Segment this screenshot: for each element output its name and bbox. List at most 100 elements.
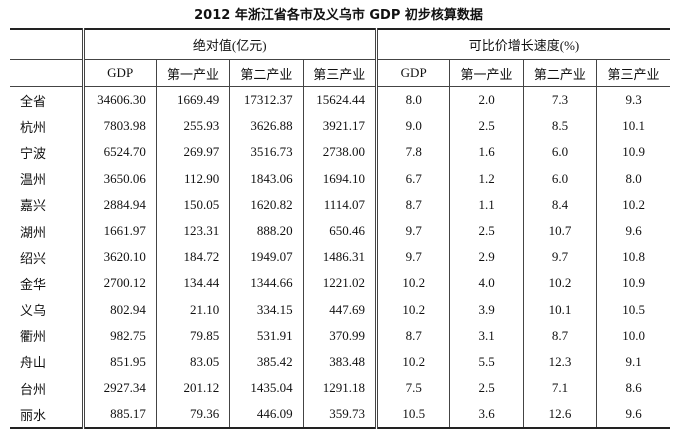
value-cell: 2.5 (449, 113, 524, 140)
value-cell: 10.5 (596, 296, 670, 323)
table-row: 湖州 1661.97 123.31 888.20 650.46 9.7 2.5 10.7 9.6 (10, 217, 670, 245)
value-cell: 10.9 (596, 139, 670, 166)
value-cell: 8.6 (596, 375, 670, 402)
value-cell: 79.36 (155, 401, 230, 429)
value-cell: 1486.31 (302, 244, 377, 271)
region-cell: 嘉兴 (20, 198, 47, 214)
value-cell: 83.05 (155, 348, 230, 376)
value-cell: 9.6 (596, 217, 670, 245)
value-cell: 888.20 (229, 217, 304, 245)
region-cell: 金华 (20, 276, 47, 292)
value-cell: 15624.44 (302, 86, 377, 114)
value-cell: 12.6 (522, 401, 597, 429)
value-cell: 2927.34 (81, 375, 157, 402)
table-head: 绝对值(亿元) 可比价增长速度(%) GDP 第一产业 第二产业 第三产业 GDP 第一产业第… (10, 29, 670, 87)
region-cell: 衢州 (20, 329, 47, 345)
value-cell: 9.7 (374, 217, 450, 245)
value-cell: 9.7 (374, 244, 450, 271)
value-cell: 10.1 (596, 113, 670, 140)
sub-header: 第三产业 (302, 59, 377, 87)
value-cell: 6524.70 (81, 139, 157, 166)
value-cell: 10.2 (522, 270, 597, 297)
sub-header: 第三产业 (596, 59, 670, 87)
value-cell: 446.09 (229, 401, 304, 429)
value-cell: 9.6 (596, 401, 670, 429)
value-cell: 2.9 (449, 244, 524, 271)
region-cell: 丽水 (20, 407, 47, 423)
value-cell: 334.15 (229, 296, 304, 323)
value-cell: 10.1 (522, 296, 597, 323)
region-cell: 舟山 (20, 355, 47, 371)
group-header: 可比价增长速度(%) (375, 29, 670, 60)
value-cell: 802.94 (81, 296, 157, 323)
sub-header: GDP (374, 59, 450, 87)
sub-header: GDP (81, 59, 157, 87)
value-cell: 1.2 (449, 165, 524, 192)
value-cell: 10.7 (522, 217, 597, 245)
region-cell: 台州 (20, 381, 47, 397)
corner-cell (10, 29, 83, 60)
table-row: 全省 34606.30 1669.49 17312.37 15624.44 8.0 2.0 7… (10, 86, 670, 114)
value-cell: 5.5 (449, 348, 524, 376)
value-cell: 9.3 (596, 86, 670, 114)
value-cell: 6.0 (522, 165, 597, 192)
value-cell: 1620.82 (229, 191, 304, 218)
value-cell: 10.0 (596, 322, 670, 349)
corner-cell (10, 59, 83, 87)
value-cell: 9.7 (522, 244, 597, 271)
value-cell: 1669.49 (155, 86, 230, 114)
value-cell: 184.72 (155, 244, 230, 271)
table-row: 丽水 885.17 79.36 446.09 359.73 10.5 3.6 12.6 9.6 (10, 401, 670, 429)
value-cell: 134.44 (155, 270, 230, 297)
value-cell: 2.0 (449, 86, 524, 114)
value-cell: 12.3 (522, 348, 597, 376)
title: 2012 年浙江省各市及义乌市 GDP 初步核算数据 (194, 8, 483, 23)
value-cell: 201.12 (155, 375, 230, 402)
value-cell: 6.0 (522, 139, 597, 166)
value-cell: 8.7 (374, 322, 450, 349)
table-row: 温州 3650.06 112.90 1843.06 1694.10 6.7 1.2 6.0 8.… (10, 165, 670, 192)
value-cell: 3.9 (449, 296, 524, 323)
region-cell: 全省 (20, 93, 47, 109)
group-header-row: 绝对值(亿元) 可比价增长速度(%) (10, 29, 670, 60)
sub-header: 第二产业 (522, 59, 597, 87)
value-cell: 383.48 (302, 348, 377, 376)
value-cell: 1435.04 (229, 375, 304, 402)
sub-header: 第一产业 (155, 59, 230, 87)
value-cell: 8.0 (596, 165, 670, 192)
value-cell: 3921.17 (302, 113, 377, 140)
sub-header: 第二产业 (229, 59, 304, 87)
value-cell: 4.0 (449, 270, 524, 297)
value-cell: 885.17 (81, 401, 157, 429)
value-cell: 3626.88 (229, 113, 304, 140)
table-body: 全省 34606.30 1669.49 17312.37 15624.44 8.0 2.0 7… (10, 86, 670, 429)
value-cell: 385.42 (229, 348, 304, 376)
table-row: 嘉兴 2884.94 150.05 1620.82 1114.07 8.7 1.1 8.4 10… (10, 191, 670, 218)
table-row: 杭州 7803.98 255.93 3626.88 3921.17 9.0 2.5 8.5 10… (10, 113, 670, 140)
value-cell: 1291.18 (302, 375, 377, 402)
value-cell: 8.4 (522, 191, 597, 218)
value-cell: 982.75 (81, 322, 157, 349)
value-cell: 9.0 (374, 113, 450, 140)
value-cell: 10.2 (374, 348, 450, 376)
value-cell: 1221.02 (302, 270, 377, 297)
value-cell: 123.31 (155, 217, 230, 245)
value-cell: 7803.98 (81, 113, 157, 140)
value-cell: 2884.94 (81, 191, 157, 218)
value-cell: 10.9 (596, 270, 670, 297)
table-row: 舟山 851.95 83.05 385.42 383.48 10.2 5.5 12.3 9.1 (10, 348, 670, 376)
sub-header: 第一产业 (449, 59, 524, 87)
region-cell: 绍兴 (20, 250, 47, 266)
value-cell: 10.8 (596, 244, 670, 271)
value-cell: 3.6 (449, 401, 524, 429)
value-cell: 17312.37 (229, 86, 304, 114)
value-cell: 1.6 (449, 139, 524, 166)
value-cell: 10.2 (596, 191, 670, 218)
value-cell: 79.85 (155, 322, 230, 349)
value-cell: 7.8 (374, 139, 450, 166)
value-cell: 10.2 (374, 270, 450, 297)
value-cell: 1344.66 (229, 270, 304, 297)
table-row: 绍兴 3620.10 184.72 1949.07 1486.31 9.7 2.9 9.7 10… (10, 244, 670, 271)
value-cell: 8.7 (374, 191, 450, 218)
value-cell: 10.2 (374, 296, 450, 323)
